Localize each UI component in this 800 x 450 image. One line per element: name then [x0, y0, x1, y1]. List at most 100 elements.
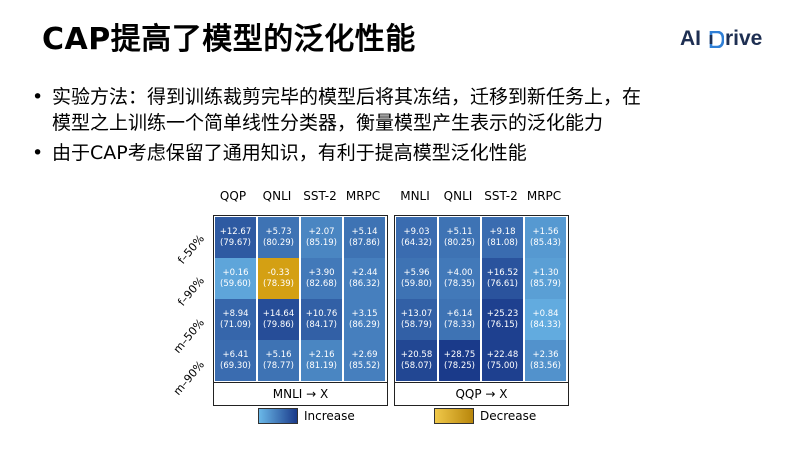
- cell-value: (84.33): [530, 319, 561, 330]
- legend-label: Increase: [304, 409, 355, 423]
- slide-title: CAP提高了模型的泛化性能: [42, 22, 416, 57]
- cell-value: (59.80): [401, 278, 432, 289]
- cell-delta: +0.16: [222, 267, 249, 278]
- cell-value: (78.39): [263, 278, 294, 289]
- heatmap-cell: +22.48 (75.00): [482, 340, 523, 381]
- cell-delta: +3.15: [351, 308, 378, 319]
- heatmap-cell: +3.90 (82.68): [301, 258, 342, 299]
- legend-swatch-increase: [258, 408, 298, 424]
- cell-delta: +2.16: [308, 349, 335, 360]
- row-label: m–90%: [170, 358, 207, 398]
- legend-increase: Increase: [258, 408, 355, 424]
- bullet-list: • 实验方法：得到训练裁剪完毕的模型后将其冻结，迁移到新任务上，在 模型之上训练…: [30, 84, 641, 170]
- legend-label: Decrease: [480, 409, 537, 423]
- cell-delta: +0.84: [532, 308, 559, 319]
- cell-delta: +5.96: [403, 267, 430, 278]
- cell-delta: +5.11: [446, 226, 473, 237]
- column-header: MNLI: [400, 189, 430, 203]
- heatmap-cell: +5.73 (80.29): [258, 217, 299, 258]
- cell-value: (81.19): [306, 360, 337, 371]
- legend-swatch-decrease: [434, 408, 474, 424]
- heatmap-cell: +5.16 (78.77): [258, 340, 299, 381]
- cell-value: (71.09): [220, 319, 251, 330]
- cell-delta: +12.67: [219, 226, 252, 237]
- heatmap-cell: +9.03 (64.32): [396, 217, 437, 258]
- cell-delta: +6.41: [222, 349, 249, 360]
- heatmap-grid: +9.03 (64.32) +5.11 (80.25) +9.18 (81.08) +1.5…: [394, 215, 569, 406]
- cell-delta: +5.14: [351, 226, 378, 237]
- cell-delta: +16.52: [486, 267, 519, 278]
- x-axis-label: QQP → X: [395, 382, 568, 405]
- bullet-dot: •: [32, 142, 44, 164]
- bullet-line: 由于CAP考虑保留了通用知识，有利于提高模型泛化性能: [52, 142, 527, 164]
- heatmap-cell: +1.56 (85.43): [525, 217, 566, 258]
- cell-delta: +14.64: [262, 308, 295, 319]
- heatmap-cell: +4.00 (78.35): [439, 258, 480, 299]
- heatmap-cell: +16.52 (76.61): [482, 258, 523, 299]
- cell-delta: +22.48: [486, 349, 519, 360]
- legend-decrease: Decrease: [434, 408, 536, 424]
- heatmap-cell: +25.23 (76.15): [482, 299, 523, 340]
- heatmap-cell: +6.14 (78.33): [439, 299, 480, 340]
- cell-delta: +2.69: [351, 349, 378, 360]
- cell-value: (76.61): [487, 278, 518, 289]
- bullet-line: 实验方法：得到训练裁剪完毕的模型后将其冻结，迁移到新任务上，在: [52, 86, 642, 108]
- heatmap-grid: +12.67 (79.67) +5.73 (80.29) +2.07 (85.19) +5.…: [213, 215, 388, 406]
- heatmap-cell: +10.76 (84.17): [301, 299, 342, 340]
- cell-value: (59.60): [220, 278, 251, 289]
- bullet-line: 模型之上训练一个简单线性分类器，衡量模型产生表示的泛化能力: [52, 112, 604, 134]
- cell-delta: +3.90: [308, 267, 335, 278]
- cell-delta: +2.07: [308, 226, 335, 237]
- heatmap-cell: +2.16 (81.19): [301, 340, 342, 381]
- cell-value: (58.07): [401, 360, 432, 371]
- logo-ai-text: AI: [680, 27, 701, 50]
- heatmap-cell: +6.41 (69.30): [215, 340, 256, 381]
- cell-delta: +10.76: [305, 308, 338, 319]
- cell-delta: +6.14: [446, 308, 473, 319]
- cell-value: (86.29): [349, 319, 380, 330]
- cell-value: (75.00): [487, 360, 518, 371]
- cell-value: (87.86): [349, 237, 380, 248]
- cell-value: (78.35): [444, 278, 475, 289]
- heatmap-cell: +13.07 (58.79): [396, 299, 437, 340]
- heatmap-cell: +2.44 (86.32): [344, 258, 385, 299]
- cell-value: (79.67): [220, 237, 251, 248]
- heatmap-cell: +14.64 (79.86): [258, 299, 299, 340]
- cell-delta: +28.75: [443, 349, 476, 360]
- cell-delta: +9.03: [403, 226, 430, 237]
- column-headers: MNLI QNLI SST-2 MRPC: [394, 189, 754, 211]
- cell-delta: -0.33: [267, 267, 290, 278]
- cell-delta: +2.36: [532, 349, 559, 360]
- heatmap-cell: +0.84 (84.33): [525, 299, 566, 340]
- cell-value: (78.25): [444, 360, 475, 371]
- heatmap-cell: +5.96 (59.80): [396, 258, 437, 299]
- logo-d-icon: [709, 30, 724, 48]
- x-axis-label: MNLI → X: [214, 382, 387, 405]
- cell-value: (82.68): [306, 278, 337, 289]
- column-header: MRPC: [526, 189, 562, 203]
- cell-delta: +5.16: [265, 349, 292, 360]
- row-label: f–50%: [175, 232, 207, 267]
- heatmap-cell: +20.58 (58.07): [396, 340, 437, 381]
- cell-value: (58.79): [401, 319, 432, 330]
- cell-delta: +13.07: [400, 308, 433, 319]
- cell-delta: +5.73: [265, 226, 292, 237]
- heatmap-cell: +5.14 (87.86): [344, 217, 385, 258]
- heatmap-cell: +0.16 (59.60): [215, 258, 256, 299]
- heatmap-cell: +12.67 (79.67): [215, 217, 256, 258]
- cell-value: (69.30): [220, 360, 251, 371]
- heatmap-cell: +8.94 (71.09): [215, 299, 256, 340]
- column-header: QNLI: [443, 189, 473, 203]
- heatmap-cell: +28.75 (78.25): [439, 340, 480, 381]
- cell-value: (85.19): [306, 237, 337, 248]
- cell-value: (83.56): [530, 360, 561, 371]
- heatmap-cell: +2.07 (85.19): [301, 217, 342, 258]
- column-headers: QQP QNLI SST-2 MRPC: [213, 189, 573, 211]
- heatmap-cell: +5.11 (80.25): [439, 217, 480, 258]
- cell-delta: +4.00: [446, 267, 473, 278]
- column-header: SST-2: [484, 189, 518, 203]
- cell-value: (78.33): [444, 319, 475, 330]
- bullet-dot: •: [32, 86, 44, 108]
- cell-value: (86.32): [349, 278, 380, 289]
- heatmap-cell: +2.36 (83.56): [525, 340, 566, 381]
